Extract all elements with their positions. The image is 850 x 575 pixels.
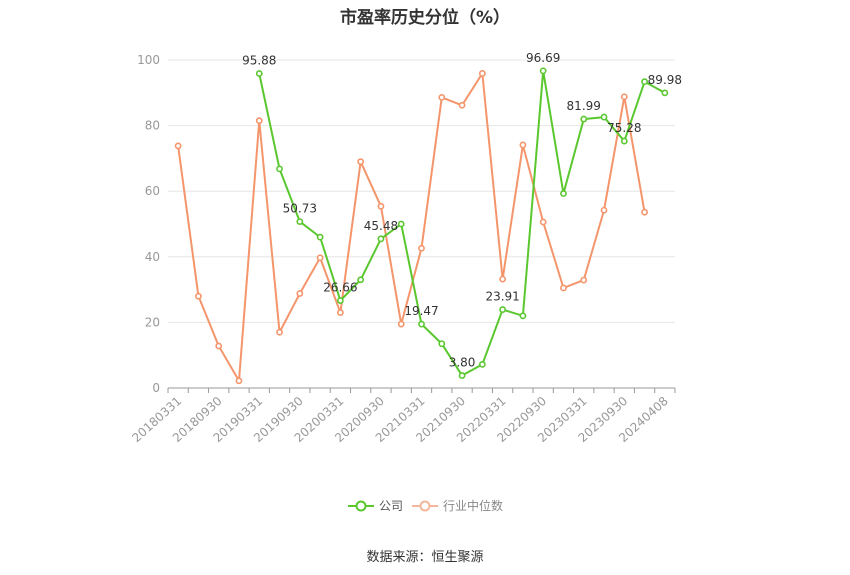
data-point: [458, 101, 466, 109]
legend-company-label: 公司: [379, 499, 404, 513]
data-point: [600, 113, 608, 121]
data-point: [438, 93, 446, 101]
data-point: [641, 208, 648, 216]
data-point: [418, 320, 425, 328]
data-point: [519, 141, 527, 149]
data-point: [296, 290, 304, 297]
data-point: [255, 70, 263, 77]
data-label: 96.69: [526, 51, 560, 65]
data-label: 75.28: [607, 121, 641, 135]
legend: 公司 行业中位数: [0, 497, 850, 517]
data-label: 81.99: [567, 99, 601, 113]
data-point: [276, 165, 283, 173]
data-label: 45.48: [364, 219, 398, 233]
source-note: 数据来源：恒生聚源: [366, 550, 484, 565]
data-point: [336, 297, 344, 304]
data-point: [478, 70, 486, 77]
y-tick-label: 80: [145, 119, 160, 133]
legend-item-company[interactable]: 公司: [348, 497, 403, 514]
data-point: [174, 142, 182, 150]
y-tick-label: 100: [137, 53, 160, 67]
data-label: 50.73: [283, 202, 317, 216]
data-point: [377, 202, 385, 210]
data-point: [641, 78, 648, 86]
data-point: [397, 320, 405, 328]
data-point: [276, 328, 283, 336]
data-point: [580, 115, 588, 123]
data-point: [539, 67, 547, 75]
data-point: [560, 284, 567, 292]
data-point: [600, 206, 608, 214]
data-point: [377, 235, 385, 243]
legend-industry-label: 行业中位数: [443, 499, 504, 513]
data-point: [438, 340, 446, 348]
data-point: [316, 233, 324, 241]
data-label: 95.88: [242, 54, 276, 68]
data-point: [620, 93, 628, 101]
data-point: [560, 190, 567, 197]
data-point: [397, 220, 405, 228]
data-point: [418, 244, 425, 252]
chart-plot: 0204060801002018033120180930201903312019…: [129, 51, 682, 445]
data-point: [235, 377, 243, 385]
data-point: [580, 276, 588, 284]
data-point: [316, 254, 324, 262]
y-tick-label: 40: [145, 250, 160, 264]
legend-item-industry[interactable]: 行业中位数: [412, 497, 503, 514]
data-label: 89.98: [648, 73, 682, 87]
data-point: [519, 312, 527, 320]
legend-industry-marker-icon: [412, 500, 438, 511]
series-layer: [174, 67, 669, 385]
data-point: [620, 137, 628, 145]
data-point: [661, 89, 669, 97]
data-point: [195, 292, 202, 300]
series-line: [177, 72, 646, 382]
y-tick-label: 0: [152, 381, 160, 395]
data-label: 23.91: [485, 290, 519, 304]
data-label: 3.80: [449, 356, 476, 370]
data-label-layer: 95.88 50.73 26.66 45.48 19.47 3.80 23.91 96.69 8…: [242, 51, 682, 370]
legend-company-marker-icon: [348, 500, 374, 511]
y-tick-label: 20: [145, 315, 160, 329]
data-point: [215, 342, 223, 350]
data-label: 19.47: [404, 304, 438, 318]
data-point: [539, 218, 547, 226]
data-point: [336, 309, 344, 316]
data-point: [478, 360, 486, 368]
y-tick-label: 60: [145, 184, 160, 198]
data-point: [357, 276, 365, 284]
data-point: [296, 218, 304, 226]
data-point: [255, 117, 263, 125]
data-point: [499, 275, 507, 283]
chart-title: 市盈率历史分位（%）: [339, 8, 511, 28]
data-point: [458, 372, 466, 379]
data-label: 26.66: [323, 281, 357, 295]
data-point: [357, 158, 365, 166]
data-point: [499, 306, 507, 313]
